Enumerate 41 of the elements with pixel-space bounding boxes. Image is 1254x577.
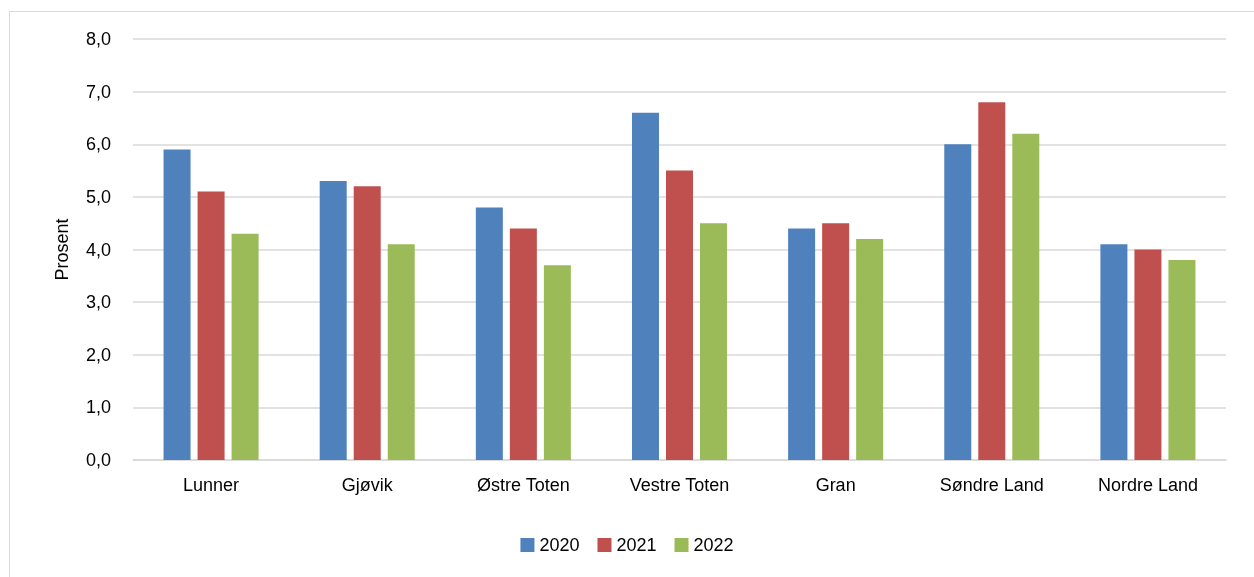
bar <box>231 233 259 460</box>
y-tick-label: 5,0 <box>85 186 111 207</box>
x-tick-label: Lunner <box>183 475 240 495</box>
bar <box>387 244 415 460</box>
y-tick-label: 3,0 <box>85 292 111 313</box>
bar <box>1100 244 1128 460</box>
y-tick-label: 0,0 <box>85 450 111 470</box>
bar <box>788 228 816 460</box>
x-tick-label: Gran <box>815 475 856 495</box>
bar <box>666 170 693 460</box>
x-tick-label: Gjøvik <box>341 475 394 495</box>
bar <box>700 223 728 460</box>
y-tick-label: 1,0 <box>85 397 111 418</box>
bar <box>978 102 1006 460</box>
x-tick-label: Søndre Land <box>939 475 1044 495</box>
y-tick-label: 6,0 <box>85 134 111 155</box>
y-tick-label: 8,0 <box>85 29 111 49</box>
bar <box>1134 249 1162 460</box>
legend-label: 2022 <box>693 535 734 555</box>
bar <box>197 191 225 460</box>
bar <box>163 149 191 460</box>
bar <box>856 238 884 460</box>
legend-label: 2020 <box>539 535 580 555</box>
x-tick-label: Nordre Land <box>1097 475 1198 495</box>
y-tick-label: 4,0 <box>85 239 111 260</box>
bar <box>1012 133 1040 460</box>
bar <box>475 207 503 460</box>
bar <box>631 112 659 460</box>
bar <box>509 228 537 460</box>
bar <box>543 265 571 460</box>
y-tick-label: 2,0 <box>85 344 111 365</box>
x-tick-label: Vestre Toten <box>629 475 730 495</box>
bar <box>822 223 850 460</box>
y-axis-title: Prosent <box>52 218 72 281</box>
y-tick-label: 7,0 <box>85 81 111 102</box>
bar <box>353 186 381 460</box>
bar <box>1168 260 1196 460</box>
bar <box>319 181 347 460</box>
x-tick-label: Østre Toten <box>477 475 570 495</box>
legend-label: 2021 <box>616 535 657 555</box>
bar <box>944 144 972 460</box>
